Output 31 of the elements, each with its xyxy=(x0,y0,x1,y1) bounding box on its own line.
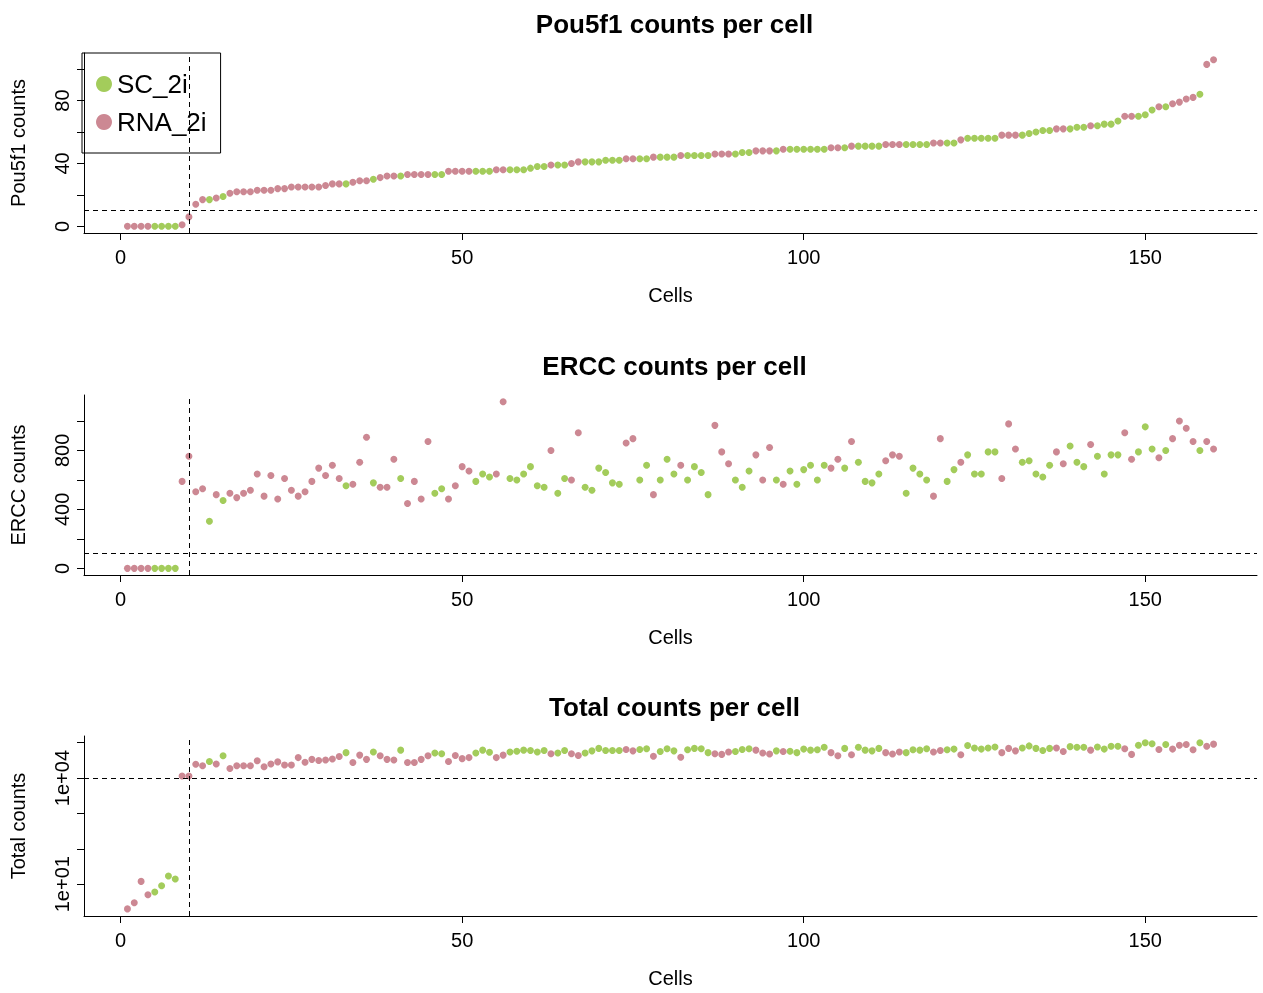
x-tick-label: 50 xyxy=(451,929,474,951)
legend-label: SC_2i xyxy=(117,69,188,99)
chart-title: Pou5f1 counts per cell xyxy=(535,9,814,39)
x-tick-label: 50 xyxy=(451,246,474,268)
x-tick-label: 100 xyxy=(787,929,821,951)
x-axis-title: Cells xyxy=(648,967,693,989)
legend-label: RNA_2i xyxy=(117,107,207,137)
y-tick-label: 0 xyxy=(51,220,73,232)
x-tick-label: 0 xyxy=(115,929,127,951)
x-tick-label: 0 xyxy=(115,588,127,610)
x-tick-label: 100 xyxy=(787,246,821,268)
x-tick-label: 150 xyxy=(1128,588,1162,610)
x-axis-title: Cells xyxy=(648,284,693,306)
x-tick-label: 150 xyxy=(1128,246,1162,268)
x-tick-label: 0 xyxy=(115,246,127,268)
y-axis-title: Total counts xyxy=(7,772,29,880)
chart-title: ERCC counts per cell xyxy=(542,351,807,381)
y-tick-label: 400 xyxy=(51,492,73,527)
chart-title: Total counts per cell xyxy=(549,692,800,722)
x-tick-label: 100 xyxy=(787,588,821,610)
x-tick-label: 150 xyxy=(1128,929,1162,951)
y-tick-label: 0 xyxy=(51,562,73,574)
y-axis-title: Pou5f1 counts xyxy=(7,79,29,207)
y-axis-title: ERCC counts xyxy=(7,424,29,546)
x-tick-label: 50 xyxy=(451,588,474,610)
y-tick-label: 40 xyxy=(51,152,73,175)
y-tick-label: 80 xyxy=(51,89,73,112)
y-tick-label: 1e+01 xyxy=(51,856,73,913)
y-tick-label: 1e+04 xyxy=(51,750,73,807)
x-axis-title: Cells xyxy=(648,626,693,648)
y-tick-label: 800 xyxy=(51,433,73,468)
